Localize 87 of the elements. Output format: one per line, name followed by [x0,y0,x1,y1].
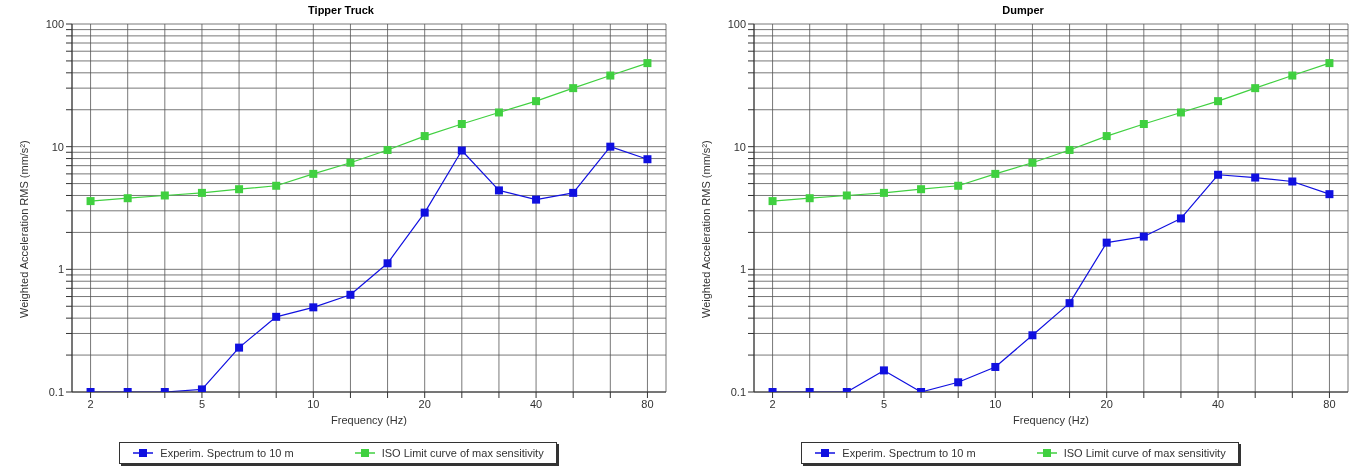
point [309,303,318,312]
point [643,59,652,68]
point [532,195,541,204]
y-axis-title: Weighted Acceleration RMS (mm/s²) [699,140,712,318]
point [309,169,318,178]
x-tick-label: 80 [641,397,654,410]
x-tick-label: 20 [418,397,431,410]
point [1251,84,1260,93]
x-tick-label: 40 [1211,397,1225,410]
point [494,186,503,195]
x-tick-label: 80 [1323,397,1336,410]
point [879,366,888,375]
x-tick-label: 40 [529,397,543,410]
chart-title: Dumper [1001,4,1045,16]
point [160,191,169,200]
x-tick-label: 5 [880,397,887,410]
x-tick-label: 2 [769,397,776,410]
point [420,132,429,141]
point [1028,158,1037,167]
point [569,84,578,93]
point [1102,238,1111,247]
y-tick-label: 1 [739,263,746,276]
point [842,191,851,200]
x-tick-label: 10 [989,397,1002,410]
point [643,155,652,164]
point [606,71,615,80]
point [1065,145,1074,154]
y-tick-label: 0.1 [730,385,746,398]
y-tick-label: 10 [733,140,746,153]
point [569,188,578,197]
point [457,120,466,129]
point [272,181,281,190]
x-axis-title: Frequency (Hz) [1013,414,1089,426]
x-axis-title: Frequency (Hz) [331,414,407,426]
point [879,188,888,197]
point [768,197,777,206]
point [420,208,429,217]
point [532,97,541,106]
x-tick-label: 2 [87,397,94,410]
point [123,194,132,203]
point [235,343,244,352]
y-tick-label: 100 [727,17,746,30]
y-tick-label: 10 [51,140,64,153]
legend-label: ISO Limit curve of max sensitivity [380,447,544,459]
point [1139,232,1148,241]
y-tick-label: 0.1 [48,385,64,398]
point [346,158,355,167]
x-tick-label: 5 [198,397,205,410]
point [1176,214,1185,223]
chart-title: Tipper Truck [307,4,375,16]
point [1288,177,1297,186]
x-tick-label: 10 [307,397,320,410]
point [383,259,392,268]
point [1139,120,1148,129]
point [1214,97,1223,106]
point [383,145,392,154]
point [86,197,95,206]
y-tick-label: 100 [45,17,64,30]
point [346,290,355,299]
point [1288,71,1297,80]
point [1028,331,1037,340]
point [1214,170,1223,179]
point [494,108,503,117]
point [805,194,814,203]
point [197,188,206,197]
legend-label: Experim. Spectrum to 10 m [159,447,294,459]
point [991,169,1000,178]
point [991,362,1000,371]
point [1176,108,1185,117]
point [1251,173,1260,182]
point [1325,59,1334,68]
legend-label: ISO Limit curve of max sensitivity [1062,447,1226,459]
point [954,181,963,190]
point [606,142,615,151]
point [917,185,926,194]
point [457,146,466,155]
point [197,385,206,392]
point [272,312,281,321]
point [235,185,244,194]
y-tick-label: 1 [57,263,64,276]
x-tick-label: 20 [1100,397,1113,410]
point [1325,190,1334,199]
point [1065,299,1074,308]
point [954,378,963,387]
point [1102,132,1111,141]
y-axis-title: Weighted Acceleration RMS (mm/s²) [17,140,30,318]
legend-label: Experim. Spectrum to 10 m [841,447,976,459]
